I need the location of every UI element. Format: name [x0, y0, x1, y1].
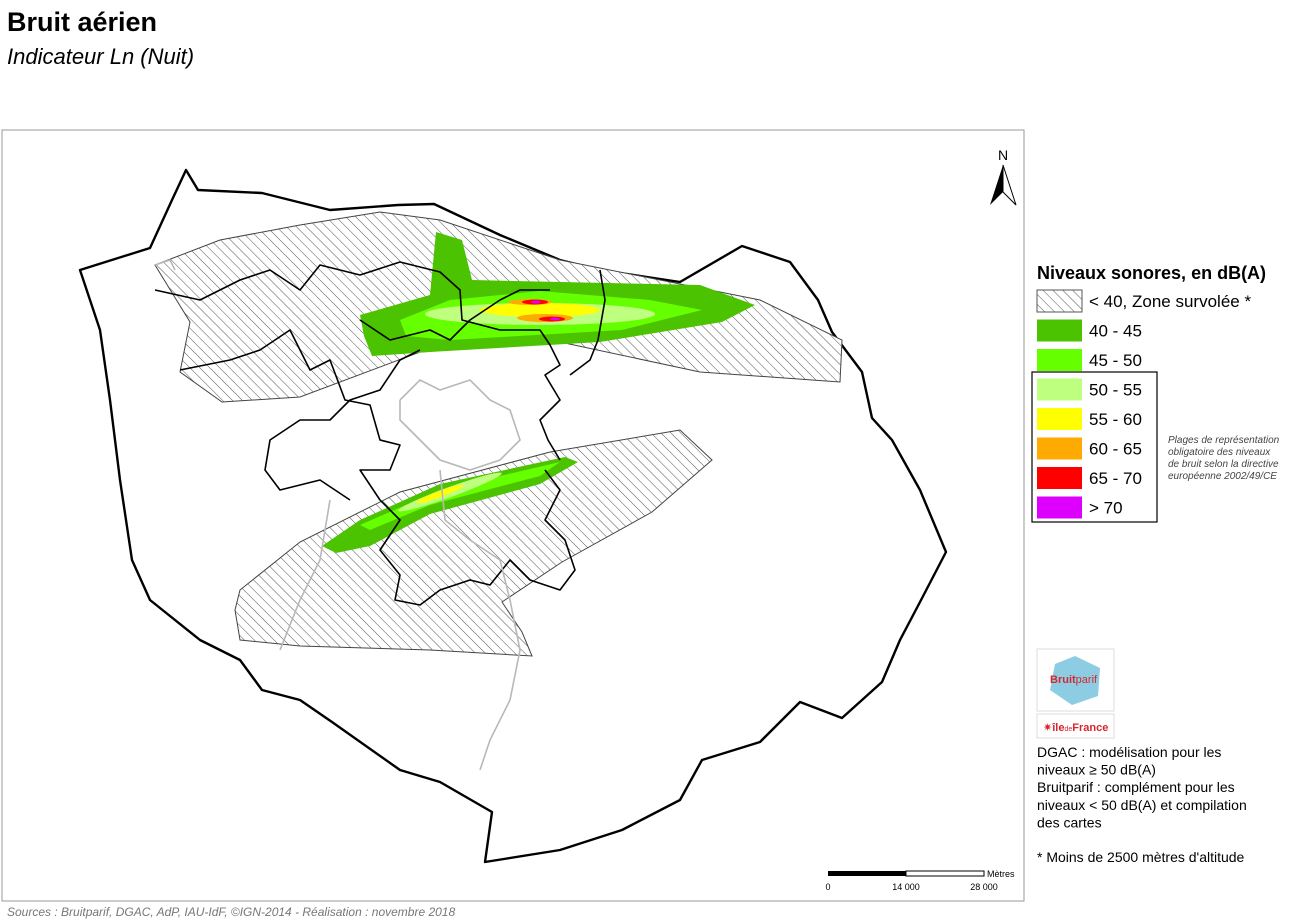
notes: DGAC : modélisation pour les niveaux ≥ 50…	[1037, 744, 1247, 830]
boundary	[154, 261, 561, 461]
note-line: niveaux < 50 dB(A) et compilation	[1037, 797, 1247, 813]
legend-swatch	[1037, 496, 1082, 519]
paris-boundary	[439, 469, 521, 771]
logo-frame	[1036, 713, 1115, 739]
legend-title: Niveaux sonores, en dB(A)	[1037, 263, 1266, 283]
legend-label: 55 - 60	[1089, 410, 1142, 429]
boundary	[379, 469, 576, 606]
note-line: des cartes	[1037, 814, 1102, 830]
legend-swatch	[1037, 408, 1082, 430]
legend-swatch	[1037, 319, 1082, 342]
logo-bruitparif: Bruitparif	[1050, 674, 1098, 686]
legend-swatch	[1037, 437, 1082, 460]
legend-swatch	[1037, 467, 1082, 489]
sources: Sources : Bruitparif, DGAC, AdP, IAU-IdF…	[7, 905, 455, 919]
legend-bracket	[1031, 371, 1158, 523]
map	[78, 168, 948, 864]
boundary	[359, 289, 550, 341]
legend-note-line: Plages de représentation	[1168, 435, 1280, 446]
note-line: DGAC : modélisation pour les	[1037, 744, 1221, 760]
note-line: niveaux ≥ 50 dB(A)	[1037, 762, 1156, 778]
scale-label: 28 000	[970, 882, 998, 892]
noise-zone	[416, 484, 464, 504]
noise-zone	[360, 462, 560, 530]
legend: < 40, Zone survolée * 40 - 45 45 - 50 50 - …	[1036, 289, 1251, 519]
paris-boundary	[279, 499, 331, 651]
paris-boundary	[154, 259, 176, 271]
legend-note-line: obligatoire des niveaux	[1168, 447, 1271, 458]
north-arrow: N	[990, 147, 1017, 206]
north-label: N	[998, 147, 1008, 163]
legend-label: 40 - 45	[1089, 322, 1142, 341]
legend-label: 45 - 50	[1089, 351, 1142, 370]
boundary	[569, 269, 606, 376]
scale-unit: Mètres	[987, 869, 1015, 879]
legend-label: 50 - 55	[1089, 381, 1142, 400]
legend-label: 60 - 65	[1089, 440, 1142, 459]
legend-swatch	[1036, 289, 1083, 313]
logo-iledefrance: ✷îledeFrance	[1043, 722, 1108, 734]
scale-label: 14 000	[892, 882, 920, 892]
legend-swatch	[1037, 378, 1082, 401]
noise-zone	[531, 300, 541, 304]
subtitle: Indicateur Ln (Nuit)	[7, 44, 194, 69]
logo-shape	[1050, 656, 1100, 705]
boundary	[264, 349, 421, 501]
noise-zone	[550, 317, 560, 321]
altitude-note: * Moins de 2500 mètres d'altitude	[1037, 849, 1245, 865]
noise-zone	[480, 303, 600, 317]
legend-label: < 40, Zone survolée *	[1089, 292, 1251, 311]
title: Bruit aérien	[7, 7, 157, 37]
boundary	[179, 329, 401, 501]
legend-swatch	[1037, 349, 1082, 371]
legend-note-line: européenne 2002/49/CE	[1168, 471, 1277, 482]
scale-bar: 0 14 000 28 000 Mètres	[825, 869, 1015, 892]
scale-label: 0	[825, 882, 830, 892]
note-line: Bruitparif : complément pour les	[1037, 779, 1235, 795]
legend-label: > 70	[1089, 499, 1123, 518]
paris-boundary	[399, 379, 521, 471]
legend-label: 65 - 70	[1089, 469, 1142, 488]
legend-note-line: de bruit selon la directive	[1168, 459, 1279, 470]
